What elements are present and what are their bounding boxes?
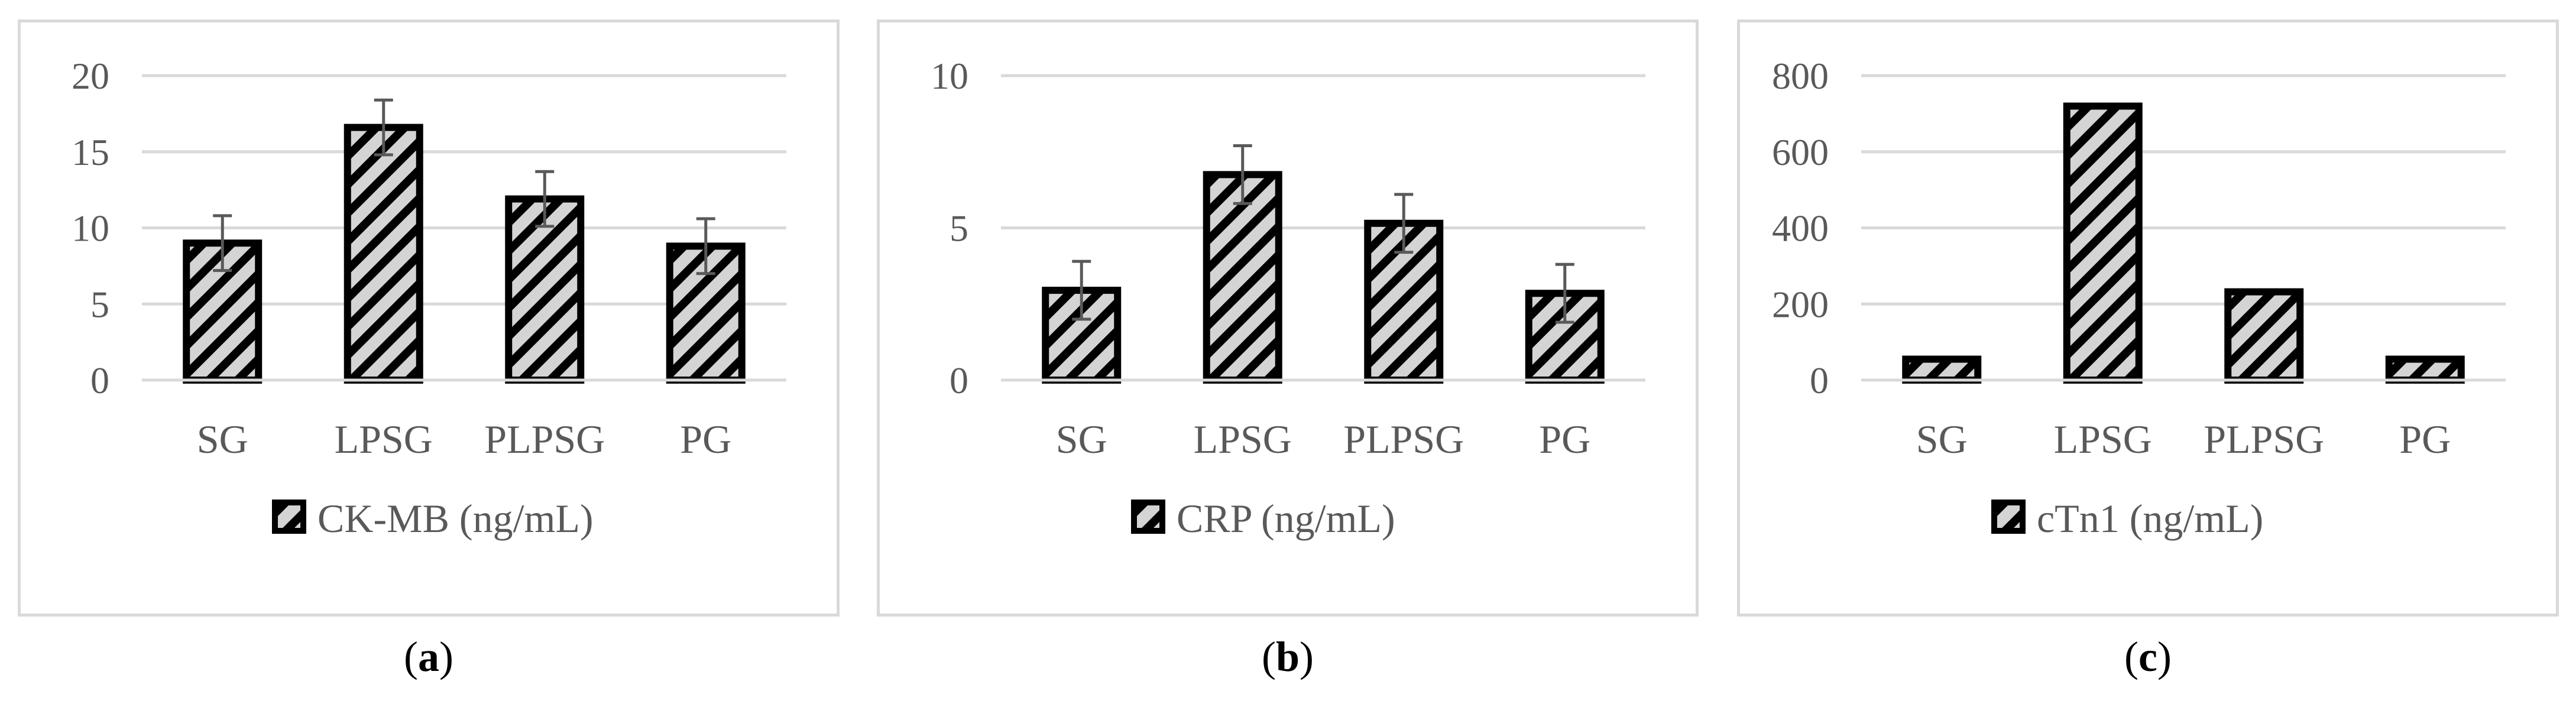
bar	[2385, 355, 2465, 384]
bar	[505, 195, 585, 384]
caption-a: (a)	[404, 633, 453, 680]
y-tick-label: 5	[950, 207, 968, 249]
category-label: SG	[1916, 417, 1968, 462]
category-label: LPSG	[1194, 417, 1292, 462]
category-label: PLPSG	[2204, 417, 2324, 462]
y-tick-label: 800	[1772, 55, 1829, 97]
y-tick-label: 5	[90, 283, 109, 325]
y-tick-label: 10	[72, 207, 109, 249]
caption-c: (c)	[2124, 633, 2172, 680]
category-label: LPSG	[335, 417, 433, 462]
legend: cTn1 (ng/mL)	[1991, 496, 2263, 541]
y-tick-label: 200	[1772, 283, 1829, 325]
bar	[2224, 288, 2304, 384]
chart-a: 0 5 10 15 20 SG LPSG PLPSG PG CK-MB (ng/mL)	[72, 55, 786, 541]
chart-panel-b: 0 5 10 SG LPSG PLPSG PG CRP (ng/mL)	[877, 20, 1699, 617]
category-label: PG	[680, 417, 731, 462]
legend: CK-MB (ng/mL)	[272, 496, 594, 541]
category-label: PG	[1539, 417, 1590, 462]
y-tick-label: 20	[72, 55, 109, 97]
legend-swatch	[272, 500, 306, 534]
category-label: SG	[197, 417, 248, 462]
legend-label: CK-MB (ng/mL)	[317, 496, 594, 541]
category-label: LPSG	[2054, 417, 2152, 462]
y-tick-label: 0	[90, 359, 109, 401]
chart-c: 0 200 400 600 800 SG LPSG PLPSG PG cTn1 (ng/mL)	[1772, 55, 2506, 541]
legend-swatch	[1991, 500, 2026, 534]
y-tick-label: 600	[1772, 131, 1829, 173]
bar	[344, 124, 423, 384]
y-tick-label: 15	[72, 131, 109, 173]
caption-c-label: c	[2138, 633, 2157, 680]
legend-swatch	[1131, 500, 1165, 534]
chart-panel-c: 0 200 400 600 800 SG LPSG PLPSG PG cTn1 (ng/mL)	[1737, 20, 2559, 617]
y-tick-label: 0	[950, 359, 968, 401]
legend: CRP (ng/mL)	[1131, 496, 1395, 541]
caption-b-label: b	[1275, 633, 1300, 680]
legend-label: CRP (ng/mL)	[1177, 496, 1395, 541]
legend-label: cTn1 (ng/mL)	[2037, 496, 2263, 541]
y-tick-label: 0	[1810, 359, 1829, 401]
category-label: PLPSG	[1343, 417, 1464, 462]
caption-a-label: a	[418, 633, 439, 680]
chart-panel-a: 0 5 10 15 20 SG LPSG PLPSG PG CK-MB (ng/mL)	[18, 20, 840, 617]
category-label: SG	[1056, 417, 1107, 462]
bar	[1902, 355, 1982, 384]
bar	[1203, 171, 1282, 384]
category-label: PLPSG	[484, 417, 605, 462]
y-tick-label: 400	[1772, 207, 1829, 249]
category-label: PG	[2399, 417, 2451, 462]
chart-b: 0 5 10 SG LPSG PLPSG PG CRP (ng/mL)	[931, 55, 1645, 541]
bar	[2063, 102, 2143, 384]
caption-b: (b)	[1261, 633, 1314, 680]
y-tick-label: 10	[931, 55, 968, 97]
